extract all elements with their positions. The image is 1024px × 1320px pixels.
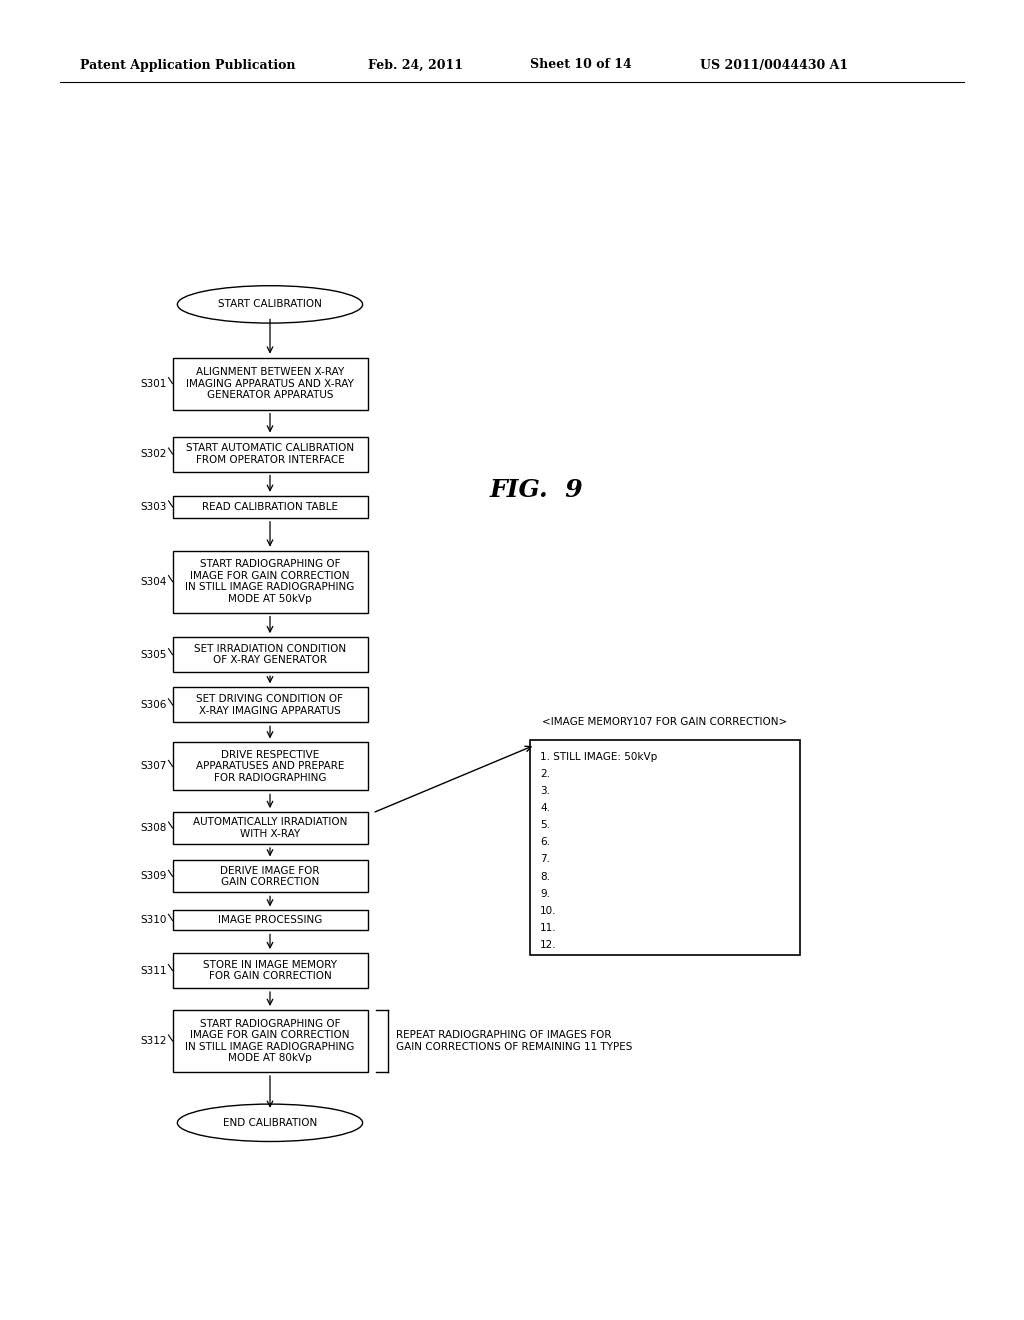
Text: S312: S312 <box>140 1036 167 1045</box>
Text: 3.: 3. <box>540 787 550 796</box>
Text: IMAGE PROCESSING: IMAGE PROCESSING <box>218 915 323 925</box>
Ellipse shape <box>177 1104 362 1142</box>
Bar <box>172 911 368 931</box>
Text: END CALIBRATION: END CALIBRATION <box>223 1118 317 1127</box>
Text: S302: S302 <box>140 449 167 459</box>
Text: STORE IN IMAGE MEMORY
FOR GAIN CORRECTION: STORE IN IMAGE MEMORY FOR GAIN CORRECTIO… <box>203 960 337 981</box>
Text: SET DRIVING CONDITION OF
X-RAY IMAGING APPARATUS: SET DRIVING CONDITION OF X-RAY IMAGING A… <box>197 694 343 715</box>
Text: 8.: 8. <box>540 871 550 882</box>
Text: DRIVE RESPECTIVE
APPARATUSES AND PREPARE
FOR RADIOGRAPHING: DRIVE RESPECTIVE APPARATUSES AND PREPARE… <box>196 750 344 783</box>
Text: Sheet 10 of 14: Sheet 10 of 14 <box>530 58 632 71</box>
Text: START RADIOGRAPHING OF
IMAGE FOR GAIN CORRECTION
IN STILL IMAGE RADIOGRAPHING
MO: START RADIOGRAPHING OF IMAGE FOR GAIN CO… <box>185 560 354 605</box>
Text: Feb. 24, 2011: Feb. 24, 2011 <box>368 58 463 71</box>
Text: 7.: 7. <box>540 854 550 865</box>
Bar <box>172 953 368 989</box>
Ellipse shape <box>177 285 362 323</box>
Text: 9.: 9. <box>540 888 550 899</box>
Bar <box>172 1010 368 1072</box>
Text: Patent Application Publication: Patent Application Publication <box>80 58 296 71</box>
Text: REPEAT RADIOGRAPHING OF IMAGES FOR
GAIN CORRECTIONS OF REMAINING 11 TYPES: REPEAT RADIOGRAPHING OF IMAGES FOR GAIN … <box>395 1030 632 1052</box>
Text: US 2011/0044430 A1: US 2011/0044430 A1 <box>700 58 848 71</box>
Text: 12.: 12. <box>540 940 557 950</box>
Bar <box>172 812 368 843</box>
Bar <box>172 496 368 517</box>
Text: S306: S306 <box>140 700 167 710</box>
Text: READ CALIBRATION TABLE: READ CALIBRATION TABLE <box>202 502 338 512</box>
Text: 5.: 5. <box>540 820 550 830</box>
Text: S305: S305 <box>140 649 167 660</box>
Text: FIG.  9: FIG. 9 <box>490 478 584 502</box>
Bar <box>172 742 368 791</box>
Bar <box>172 688 368 722</box>
Text: START CALIBRATION: START CALIBRATION <box>218 300 322 309</box>
Text: AUTOMATICALLY IRRADIATION
WITH X-RAY: AUTOMATICALLY IRRADIATION WITH X-RAY <box>193 817 347 838</box>
Text: ALIGNMENT BETWEEN X-RAY
IMAGING APPARATUS AND X-RAY
GENERATOR APPARATUS: ALIGNMENT BETWEEN X-RAY IMAGING APPARATU… <box>186 367 354 400</box>
Text: S308: S308 <box>140 822 167 833</box>
Bar <box>172 550 368 612</box>
Text: S309: S309 <box>140 871 167 882</box>
Bar <box>172 437 368 471</box>
Text: S304: S304 <box>140 577 167 586</box>
Text: 4.: 4. <box>540 804 550 813</box>
Bar <box>530 741 800 954</box>
Text: 11.: 11. <box>540 923 557 933</box>
Text: S311: S311 <box>140 965 167 975</box>
Text: SET IRRADIATION CONDITION
OF X-RAY GENERATOR: SET IRRADIATION CONDITION OF X-RAY GENER… <box>194 644 346 665</box>
Bar <box>172 358 368 409</box>
Text: START AUTOMATIC CALIBRATION
FROM OPERATOR INTERFACE: START AUTOMATIC CALIBRATION FROM OPERATO… <box>186 444 354 465</box>
Text: 1. STILL IMAGE: 50kVp: 1. STILL IMAGE: 50kVp <box>540 752 657 762</box>
Text: S301: S301 <box>140 379 167 388</box>
Text: 2.: 2. <box>540 770 550 779</box>
Text: 6.: 6. <box>540 837 550 847</box>
Text: S303: S303 <box>140 502 167 512</box>
Bar <box>172 638 368 672</box>
Text: 10.: 10. <box>540 906 556 916</box>
Text: S310: S310 <box>140 915 167 925</box>
Text: <IMAGE MEMORY107 FOR GAIN CORRECTION>: <IMAGE MEMORY107 FOR GAIN CORRECTION> <box>543 717 787 727</box>
Text: S307: S307 <box>140 762 167 771</box>
Text: DERIVE IMAGE FOR
GAIN CORRECTION: DERIVE IMAGE FOR GAIN CORRECTION <box>220 866 319 887</box>
Text: START RADIOGRAPHING OF
IMAGE FOR GAIN CORRECTION
IN STILL IMAGE RADIOGRAPHING
MO: START RADIOGRAPHING OF IMAGE FOR GAIN CO… <box>185 1019 354 1064</box>
Bar <box>172 861 368 892</box>
